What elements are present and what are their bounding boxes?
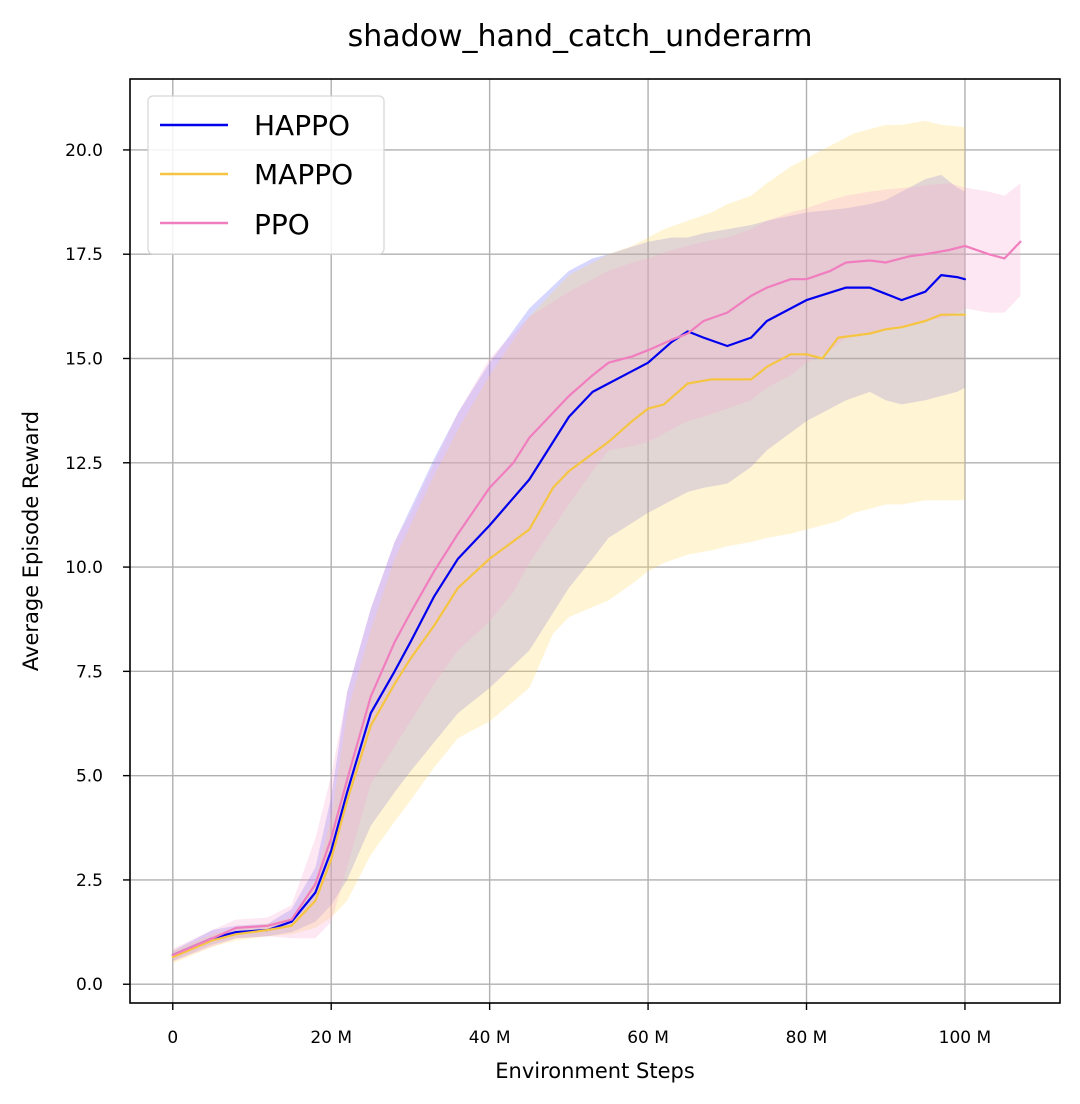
x-tick-label: 100 M bbox=[939, 1028, 992, 1048]
axis-ticks: 0 20 M 40 M 60 M 80 M 100 M 0.0 2.5 5.0 7.5 10.0 12… bbox=[65, 141, 991, 1048]
x-tick-label: 20 M bbox=[310, 1028, 352, 1048]
line-ppo bbox=[171, 240, 1022, 957]
y-tick-label: 17.5 bbox=[65, 245, 103, 265]
legend-label-ppo: PPO bbox=[254, 208, 310, 241]
y-tick-label: 0.0 bbox=[76, 975, 103, 995]
line-happo bbox=[171, 274, 967, 957]
x-tick-label: 0 bbox=[167, 1028, 178, 1048]
band-mappo bbox=[172, 120, 965, 964]
y-tick-label: 5.0 bbox=[76, 767, 103, 787]
chart-title: shadow_hand_catch_underarm bbox=[348, 19, 813, 54]
plot-frame bbox=[129, 78, 1061, 1004]
y-axis-label: Average Episode Reward bbox=[19, 411, 43, 671]
band-ppo bbox=[172, 183, 1021, 962]
legend-label-mappo: MAPPO bbox=[254, 158, 353, 191]
legend-label-happo: HAPPO bbox=[254, 109, 350, 142]
legend-box bbox=[147, 95, 385, 255]
legend: HAPPO MAPPO PPO bbox=[147, 95, 385, 255]
x-axis-label: Environment Steps bbox=[495, 1059, 695, 1083]
grid bbox=[130, 79, 1060, 1003]
y-tick-label: 2.5 bbox=[76, 871, 103, 891]
y-tick-label: 12.5 bbox=[65, 454, 103, 474]
y-tick-label: 15.0 bbox=[65, 349, 103, 369]
x-tick-label: 60 M bbox=[627, 1028, 669, 1048]
y-tick-label: 7.5 bbox=[76, 662, 103, 682]
y-tick-label: 10.0 bbox=[65, 558, 103, 578]
x-tick-label: 40 M bbox=[469, 1028, 511, 1048]
confidence-bands bbox=[172, 120, 1021, 964]
y-tick-label: 20.0 bbox=[65, 141, 103, 161]
x-tick-label: 80 M bbox=[786, 1028, 828, 1048]
band-happo bbox=[172, 174, 965, 962]
line-mappo bbox=[171, 313, 967, 959]
series-lines bbox=[171, 240, 1022, 959]
